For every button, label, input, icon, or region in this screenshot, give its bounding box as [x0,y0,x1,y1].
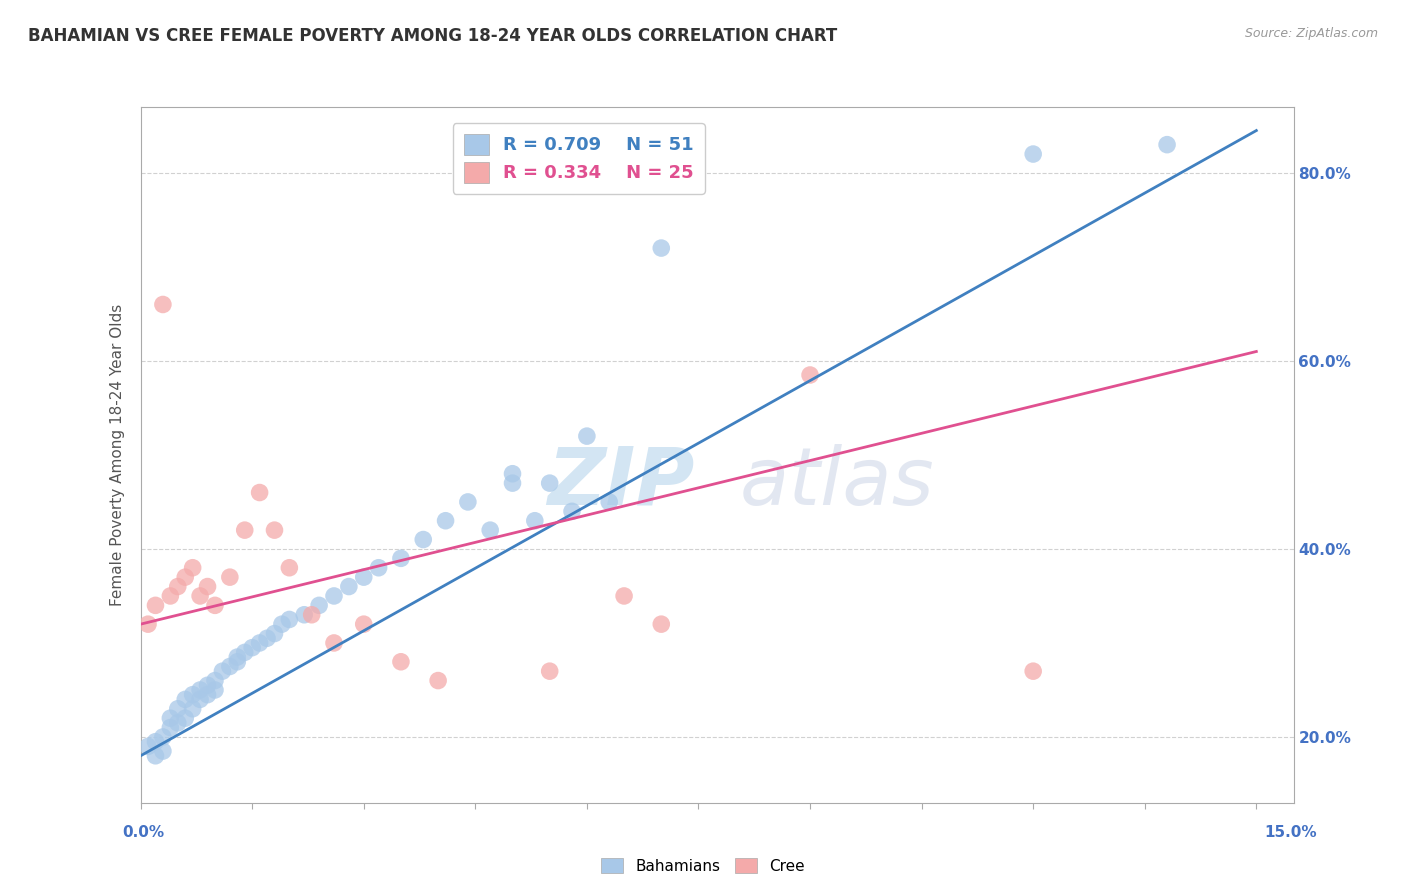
Text: 15.0%: 15.0% [1264,825,1317,840]
Point [301,607,323,622]
Point [502,467,524,481]
Point [181,702,204,716]
Point [249,485,271,500]
Legend: R = 0.709    N = 51, R = 0.334    N = 25: R = 0.709 N = 51, R = 0.334 N = 25 [453,123,704,194]
Point [197,678,219,692]
Point [188,589,211,603]
Point [650,617,672,632]
Point [538,664,561,678]
Point [502,476,524,491]
Point [538,476,561,491]
Point [1022,147,1045,161]
Text: 0.0%: 0.0% [122,825,165,840]
Point [152,744,174,758]
Point [188,692,211,706]
Point [188,683,211,698]
Point [145,599,167,613]
Point [159,721,181,735]
Text: atlas: atlas [740,443,935,522]
Point [263,626,285,640]
Point [204,673,226,688]
Point [308,599,330,613]
Point [523,514,546,528]
Y-axis label: Female Poverty Among 18-24 Year Olds: Female Poverty Among 18-24 Year Olds [110,304,125,606]
Legend: Bahamians, Cree: Bahamians, Cree [595,852,811,880]
Point [389,655,412,669]
Point [434,514,457,528]
Point [337,580,360,594]
Point [1022,664,1045,678]
Point [457,495,479,509]
Point [233,523,256,537]
Point [389,551,412,566]
Point [323,589,346,603]
Point [181,688,204,702]
Point [197,580,219,594]
Text: Source: ZipAtlas.com: Source: ZipAtlas.com [1244,27,1378,40]
Point [197,688,219,702]
Point [292,607,315,622]
Point [218,570,240,584]
Point [233,645,256,659]
Point [218,659,240,673]
Point [353,617,375,632]
Point [263,523,285,537]
Point [174,711,197,725]
Point [613,589,636,603]
Point [145,734,167,748]
Point [204,683,226,698]
Point [226,650,249,665]
Text: ZIP: ZIP [547,443,695,522]
Point [211,664,233,678]
Point [166,580,188,594]
Point [256,632,278,646]
Point [159,589,181,603]
Point [204,599,226,613]
Point [152,730,174,744]
Point [166,715,188,730]
Point [174,692,197,706]
Point [145,748,167,763]
Point [152,297,174,311]
Point [799,368,821,382]
Point [278,612,301,626]
Point [136,739,159,754]
Point [226,655,249,669]
Point [181,560,204,574]
Point [323,636,346,650]
Point [249,636,271,650]
Point [174,570,197,584]
Point [427,673,450,688]
Point [412,533,434,547]
Point [271,617,294,632]
Point [479,523,502,537]
Point [136,617,159,632]
Point [353,570,375,584]
Point [561,504,583,518]
Point [159,711,181,725]
Point [575,429,598,443]
Point [598,495,620,509]
Point [166,702,188,716]
Point [278,560,301,574]
Text: BAHAMIAN VS CREE FEMALE POVERTY AMONG 18-24 YEAR OLDS CORRELATION CHART: BAHAMIAN VS CREE FEMALE POVERTY AMONG 18… [28,27,838,45]
Point [650,241,672,255]
Point [240,640,263,655]
Point [1156,137,1178,152]
Point [367,560,389,574]
